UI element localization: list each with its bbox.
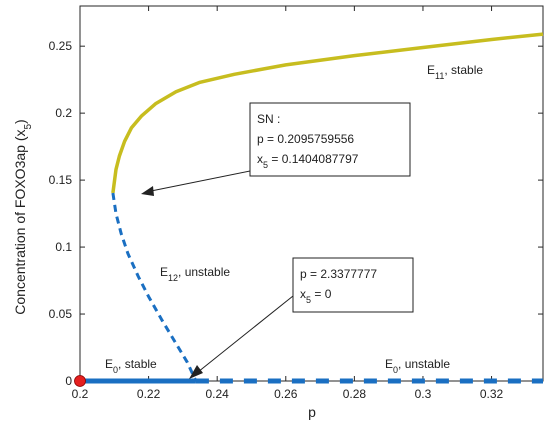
x-tick-label: 0.2 [72,387,89,401]
series-e12-unstable [111,192,198,382]
y-axis-title: Concentration of FOXO3ap (x5) [12,119,34,314]
y-tick-label: 0 [65,374,72,388]
annotation-bp-arrowhead [189,365,203,379]
label-e12-unstable: E12, unstable [160,265,230,283]
y-tick-label: 0.1 [55,240,72,254]
y-tick-label: 0.25 [49,39,73,53]
curve-labels: E11, stable E12, unstable E0, stable E0,… [105,63,483,375]
annotation-sn-line-3: x5 = 0.1404087797 [257,152,359,170]
annotation-bp-box [292,257,414,313]
annotation-bp-line-2: x5 = 0 [300,287,332,305]
label-e0-stable: E0, stable [105,357,157,375]
annotation-bp-arrow [197,295,294,373]
label-e11-stable: E11, stable [427,63,483,81]
start-point-marker [74,375,86,387]
x-tick-labels: 0.2 0.22 0.24 0.26 0.28 0.3 0.32 [72,387,504,401]
annotation-sn-box [249,102,411,177]
x-tick-label: 0.32 [480,387,504,401]
label-e0-unstable: E0, unstable [385,357,450,375]
annotation-sn: SN : p = 0.2095759556 x5 = 0.1404087797 [141,102,411,196]
series-e11-stable [111,32,544,194]
annotation-sn-line-2: p = 0.2095759556 [257,132,354,146]
x-tick-label: 0.26 [274,387,298,401]
y-tick-label: 0.05 [49,307,73,321]
annotation-bp-line-1: p = 2.3377777 [300,267,377,281]
x-tick-label: 0.3 [415,387,432,401]
x-axis-title: p [308,404,316,420]
marker-layer [74,375,86,387]
annotation-sn-line-1: SN : [257,112,280,126]
y-tick-label: 0.15 [49,173,73,187]
plot-frame [79,5,544,382]
x-tick-label: 0.28 [343,387,367,401]
y-tick-label: 0.2 [55,106,72,120]
y-tick-labels: 0 0.05 0.1 0.15 0.2 0.25 [49,39,73,388]
annotation-bp: p = 2.3377777 x5 = 0 [189,257,414,379]
x-tick-label: 0.22 [137,387,161,401]
annotation-sn-arrowhead [141,186,154,196]
x-tick-label: 0.24 [206,387,230,401]
plot-area [74,5,544,387]
series-layer [80,32,544,384]
